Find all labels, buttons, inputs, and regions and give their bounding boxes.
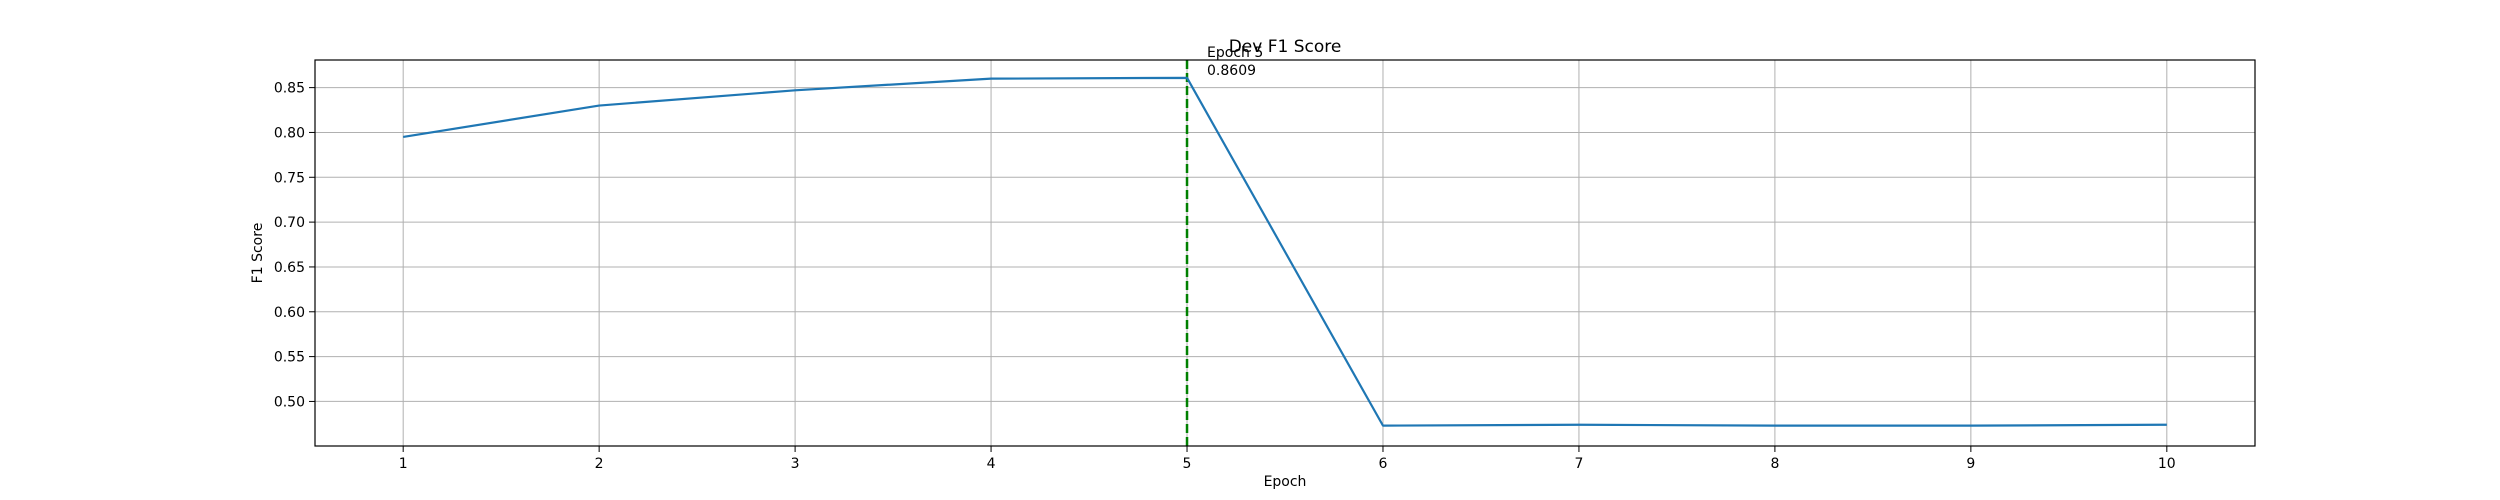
best-epoch-label: Epoch 5 (1207, 45, 1263, 61)
x-tick-label: 3 (791, 456, 800, 472)
labels: Dev F1 Score Epoch F1 Score Epoch 5 0.86… (250, 37, 1341, 490)
y-tick-label: 0.85 (274, 81, 305, 97)
x-tick-label: 1 (399, 456, 408, 472)
x-tick-label: 10 (2158, 456, 2176, 472)
x-axis-label: Epoch (1264, 474, 1307, 490)
x-tick-label: 2 (595, 456, 604, 472)
y-tick-label: 0.55 (274, 350, 305, 366)
y-axis-label: F1 Score (250, 223, 266, 284)
f1-series-line (403, 76, 2167, 427)
y-tick-label: 0.80 (274, 125, 305, 141)
ticks: 1 2 3 4 5 6 7 8 9 10 0.50 0.55 0.60 0.65 0.70 0.75 0.80 0… (274, 81, 2176, 472)
y-tick-label: 0.50 (274, 394, 305, 410)
series (403, 76, 2167, 427)
x-tick-label: 6 (1379, 456, 1388, 472)
x-tick-label: 7 (1574, 456, 1583, 472)
y-tick-label: 0.65 (274, 260, 305, 276)
best-value-label: 0.8609 (1207, 63, 1256, 79)
grid (315, 60, 2255, 446)
y-tick-label: 0.75 (274, 170, 305, 186)
chart-title: Dev F1 Score (1229, 37, 1342, 57)
y-tick-label: 0.70 (274, 215, 305, 231)
x-tick-label: 5 (1183, 456, 1192, 472)
x-tick-label: 9 (1966, 456, 1975, 472)
y-tick-label: 0.60 (274, 305, 305, 321)
plot-frame (314, 59, 2256, 447)
x-tick-label: 8 (1770, 456, 1779, 472)
x-tick-label: 4 (987, 456, 996, 472)
